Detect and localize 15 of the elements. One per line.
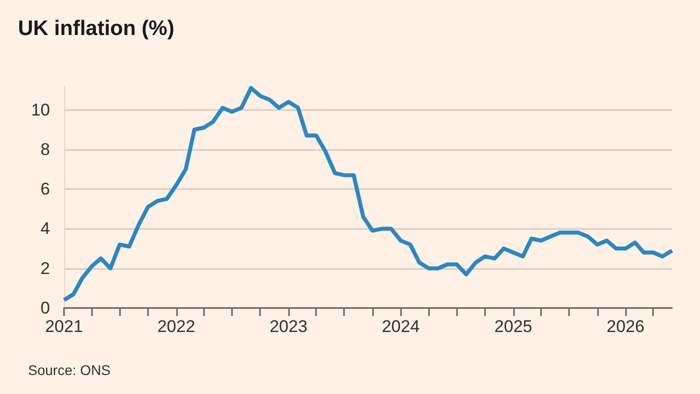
y-tick-label: 4	[40, 219, 50, 238]
y-tick-label: 6	[40, 180, 50, 199]
x-tick-label: 2024	[382, 317, 420, 336]
x-tick-label: 2021	[45, 317, 83, 336]
x-tick-label: 2022	[157, 317, 196, 336]
line-series	[62, 86, 674, 302]
y-tick-label: 0	[40, 298, 50, 318]
x-tick-label: 2025	[494, 317, 532, 336]
y-tick-label: 2	[40, 258, 50, 278]
chart-title: UK inflation (%)	[18, 17, 174, 40]
x-tick-label: 2023	[270, 317, 308, 336]
y-tick-label: 10	[31, 100, 50, 120]
x-tick-label: 2026	[606, 317, 644, 336]
y-tick-label: 8	[40, 140, 50, 159]
source-note: Source: ONS	[28, 362, 110, 378]
